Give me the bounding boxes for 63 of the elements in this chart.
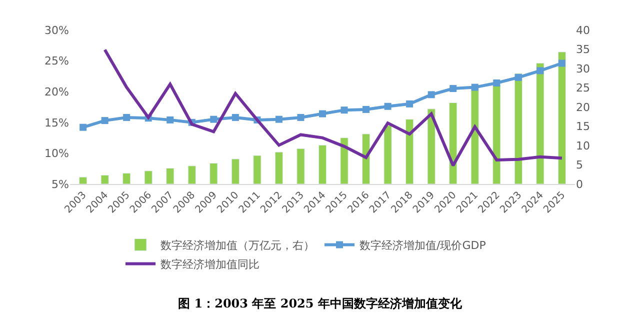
point (80, 124, 87, 131)
point (450, 85, 457, 92)
y2-tick-label: 15 (576, 120, 590, 134)
bar (558, 52, 566, 184)
bar (188, 166, 196, 184)
bar (100, 174, 109, 184)
bar (362, 134, 370, 184)
y2-tick-label: 0 (576, 178, 583, 191)
bar (210, 162, 218, 184)
point (101, 117, 108, 124)
y-tick-label: 10% (44, 147, 69, 160)
point (493, 79, 500, 86)
bar (406, 119, 414, 184)
y-tick-label: 25% (44, 54, 69, 68)
point (319, 110, 326, 118)
y2-tick-label: 25 (576, 82, 590, 95)
y2-tick-label: 30 (576, 62, 590, 76)
bar (79, 176, 88, 184)
point (384, 102, 392, 110)
bar (231, 158, 240, 184)
bar (296, 148, 305, 184)
y-tick-label: 20% (44, 85, 69, 98)
point (297, 114, 304, 121)
legend-label: 数字经济增加值/现价GDP (360, 238, 486, 252)
bar (253, 155, 262, 184)
line-series (103, 48, 564, 168)
point (166, 116, 174, 124)
legend-label: 数字经济增加值同比 (160, 258, 260, 271)
legend-label: 数字经济增加值（万亿元，右） (160, 238, 314, 252)
point (275, 116, 282, 123)
point (471, 84, 478, 91)
y2-tick-label: 40 (576, 24, 590, 37)
bar (166, 168, 174, 184)
y-tick-label: 15% (44, 116, 69, 130)
bar (274, 152, 284, 184)
point (514, 74, 522, 81)
point (340, 106, 348, 114)
text: 图 1：2003 年至 2025 年中国数字经济增加值变化 (178, 296, 463, 311)
y2-tick-label: 10 (576, 139, 590, 152)
y2-tick-label: 5 (576, 158, 583, 172)
point (536, 67, 544, 74)
bar (144, 170, 152, 184)
bar (536, 62, 544, 184)
y-tick-label: 5% (52, 178, 69, 191)
point (123, 114, 130, 121)
bar (318, 144, 327, 184)
bar (470, 88, 479, 184)
bar (492, 84, 501, 184)
bar (427, 108, 436, 184)
point (558, 60, 566, 67)
bar (384, 125, 392, 184)
bar (514, 73, 522, 184)
point (428, 91, 435, 98)
bar (340, 138, 348, 184)
point (362, 106, 370, 113)
y2-tick-label: 20 (576, 100, 590, 114)
point (406, 100, 414, 108)
y2-tick-label: 35 (576, 43, 590, 56)
y-tick-label: 30% (44, 24, 69, 37)
bar (122, 172, 131, 184)
point (232, 114, 239, 121)
point (210, 116, 218, 123)
bar (449, 102, 458, 184)
